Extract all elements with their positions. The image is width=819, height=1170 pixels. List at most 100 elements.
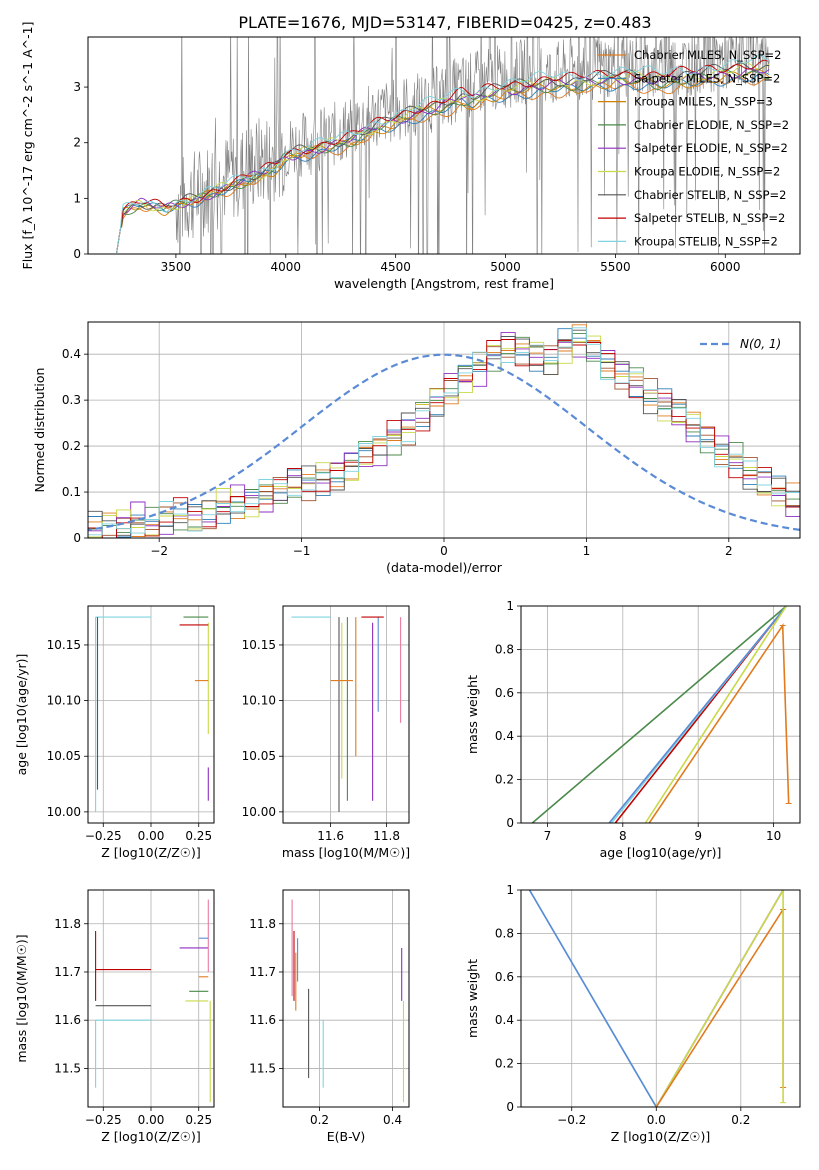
gaussian-curve bbox=[88, 353, 800, 532]
y-tick-label: 0 bbox=[506, 1100, 514, 1114]
figure-title: PLATE=1676, MJD=53147, FIBERID=0425, z=0… bbox=[238, 13, 651, 32]
x-tick-label: 1 bbox=[583, 544, 591, 558]
y-tick-label: 0.4 bbox=[495, 729, 514, 743]
y-tick-label: 0.3 bbox=[62, 393, 81, 407]
x-axis-label: Z [log10(Z/Z☉)] bbox=[611, 1129, 711, 1144]
residual-histogram bbox=[88, 329, 800, 536]
legend-label: N(0, 1) bbox=[740, 337, 781, 351]
y-tick-label: 0.8 bbox=[495, 926, 514, 940]
axes-frame bbox=[87, 36, 801, 255]
y-tick-label: 0.4 bbox=[62, 347, 81, 361]
y-tick-label: 10.00 bbox=[242, 805, 276, 819]
legend-label: Salpeter MILES, N_SSP=2 bbox=[634, 71, 780, 85]
axes-frame bbox=[520, 889, 801, 1108]
legend-label: Salpeter ELODIE, N_SSP=2 bbox=[634, 141, 788, 155]
x-tick-label: −1 bbox=[293, 544, 311, 558]
y-axis-label: age [log10(age/yr)] bbox=[14, 654, 29, 776]
x-tick-label: 5500 bbox=[600, 260, 631, 274]
x-axis-label: E(B-V) bbox=[327, 1129, 366, 1144]
x-tick-label: 7 bbox=[544, 829, 552, 843]
cumulative-line bbox=[655, 906, 784, 1107]
y-tick-label: 11.5 bbox=[54, 1061, 81, 1075]
x-tick-label: 0.0 bbox=[647, 1113, 666, 1127]
axes-frame bbox=[87, 605, 215, 824]
legend-label: Salpeter STELIB, N_SSP=2 bbox=[634, 211, 785, 225]
age_vs_mass-panel: 11.6 11.8 10.00 10.05 10.10 10.15 mass [log10(… bbox=[242, 605, 410, 860]
y-tick-label: 10.10 bbox=[47, 694, 81, 708]
y-tick-label: 0.6 bbox=[495, 970, 514, 984]
x-tick-label: 6000 bbox=[710, 260, 741, 274]
legend-label: Kroupa STELIB, N_SSP=2 bbox=[634, 234, 778, 248]
cumulative-line bbox=[648, 623, 790, 823]
model-spectrum-line bbox=[116, 71, 770, 253]
x-tick-label: −2 bbox=[150, 544, 168, 558]
y-tick-label: 0.4 bbox=[495, 1013, 514, 1027]
x-axis-label: (data-model)/error bbox=[386, 560, 503, 575]
x-tick-label: −0.25 bbox=[85, 829, 122, 843]
legend-label: Chabrier STELIB, N_SSP=2 bbox=[634, 188, 786, 202]
cumulative-line bbox=[644, 606, 788, 823]
y-tick-label: 0.6 bbox=[495, 686, 514, 700]
cumulative-line bbox=[531, 606, 787, 823]
x-tick-label: −0.25 bbox=[85, 1113, 122, 1127]
y-tick-label: 11.7 bbox=[54, 965, 81, 979]
y-tick-label: 10.10 bbox=[242, 694, 276, 708]
y-tick-label: 0.8 bbox=[495, 642, 514, 656]
y-tick-label: 0.2 bbox=[495, 773, 514, 787]
x-axis-label: age [log10(age/yr)] bbox=[600, 845, 722, 860]
y-axis-label: Normed distribution bbox=[32, 368, 47, 493]
x-tick-label: 8 bbox=[619, 829, 627, 843]
y-axis-label: mass weight bbox=[465, 959, 480, 1038]
spectrum-legend: Chabrier MILES, N_SSP=2 Salpeter MILES, N… bbox=[598, 48, 789, 248]
y-tick-label: 1 bbox=[506, 883, 514, 897]
mass_vs_Z-segments bbox=[95, 899, 211, 1103]
x-tick-label: 10 bbox=[766, 829, 781, 843]
cumulative_mass_Z-lines bbox=[526, 890, 787, 1107]
y-tick-label: 11.6 bbox=[249, 1013, 276, 1027]
y-tick-label: 0 bbox=[73, 247, 81, 261]
cumulative-line bbox=[655, 890, 784, 1107]
y-tick-label: 11.5 bbox=[249, 1061, 276, 1075]
cumulative-line bbox=[528, 890, 657, 1107]
model-spectrum-line bbox=[116, 76, 770, 253]
x-tick-label: 11.6 bbox=[317, 829, 344, 843]
model-spectrum-line bbox=[116, 55, 770, 253]
x-tick-label: 4000 bbox=[271, 260, 302, 274]
axes-frame bbox=[282, 605, 410, 824]
x-axis-label: Z [log10(Z/Z☉)] bbox=[101, 1129, 201, 1144]
x-tick-label: 0.2 bbox=[310, 1113, 329, 1127]
y-tick-label: 0 bbox=[506, 816, 514, 830]
y-axis-label: Flux [f_λ 10^-17 erg cm^-2 s^-1 A^-1] bbox=[20, 22, 35, 270]
y-tick-label: 0.2 bbox=[62, 439, 81, 453]
model-spectrum-line bbox=[116, 68, 770, 253]
cumulative_mass_age-lines bbox=[529, 606, 792, 823]
y-tick-label: 1 bbox=[73, 191, 81, 205]
cumulative-line bbox=[608, 606, 788, 823]
x-tick-label: 0.25 bbox=[185, 1113, 212, 1127]
y-tick-label: 10.05 bbox=[242, 749, 276, 763]
axes-frame bbox=[87, 889, 215, 1108]
x-tick-label: 5000 bbox=[490, 260, 521, 274]
cumulative_mass_age-panel: 7 8 9 10 0 0.2 0.4 0.6 0.8 1 age [log10(age/yr)] ma… bbox=[465, 599, 801, 860]
x-tick-label: −0.2 bbox=[557, 1113, 586, 1127]
residual-lines bbox=[88, 324, 800, 538]
x-tick-label: 0.2 bbox=[731, 1113, 750, 1127]
y-tick-label: 11.6 bbox=[54, 1013, 81, 1027]
mass_vs_EBV-segments bbox=[291, 899, 405, 1103]
spectrum-panel: 3500 4000 4500 5000 5500 6000 0 1 2 3 wavelength [… bbox=[20, 22, 801, 291]
y-tick-label: 10.05 bbox=[47, 749, 81, 763]
y-tick-label: 2 bbox=[73, 136, 81, 150]
model-spectrum-line bbox=[116, 69, 770, 253]
legend-label: Kroupa MILES, N_SSP=3 bbox=[634, 95, 773, 109]
y-tick-label: 0 bbox=[73, 531, 81, 545]
mass_vs_EBV-panel: 0.2 0.4 11.5 11.6 11.7 11.8 E(B-V) bbox=[249, 889, 410, 1144]
residual-histogram bbox=[88, 327, 800, 536]
residual-histogram bbox=[88, 339, 800, 538]
y-tick-label: 11.8 bbox=[249, 917, 276, 931]
y-tick-label: 10.15 bbox=[47, 638, 81, 652]
axes-frame bbox=[87, 321, 801, 539]
model-spectrum-line bbox=[116, 59, 770, 253]
legend-label: Kroupa ELODIE, N_SSP=2 bbox=[634, 165, 780, 179]
x-tick-label: 0.25 bbox=[185, 829, 212, 843]
